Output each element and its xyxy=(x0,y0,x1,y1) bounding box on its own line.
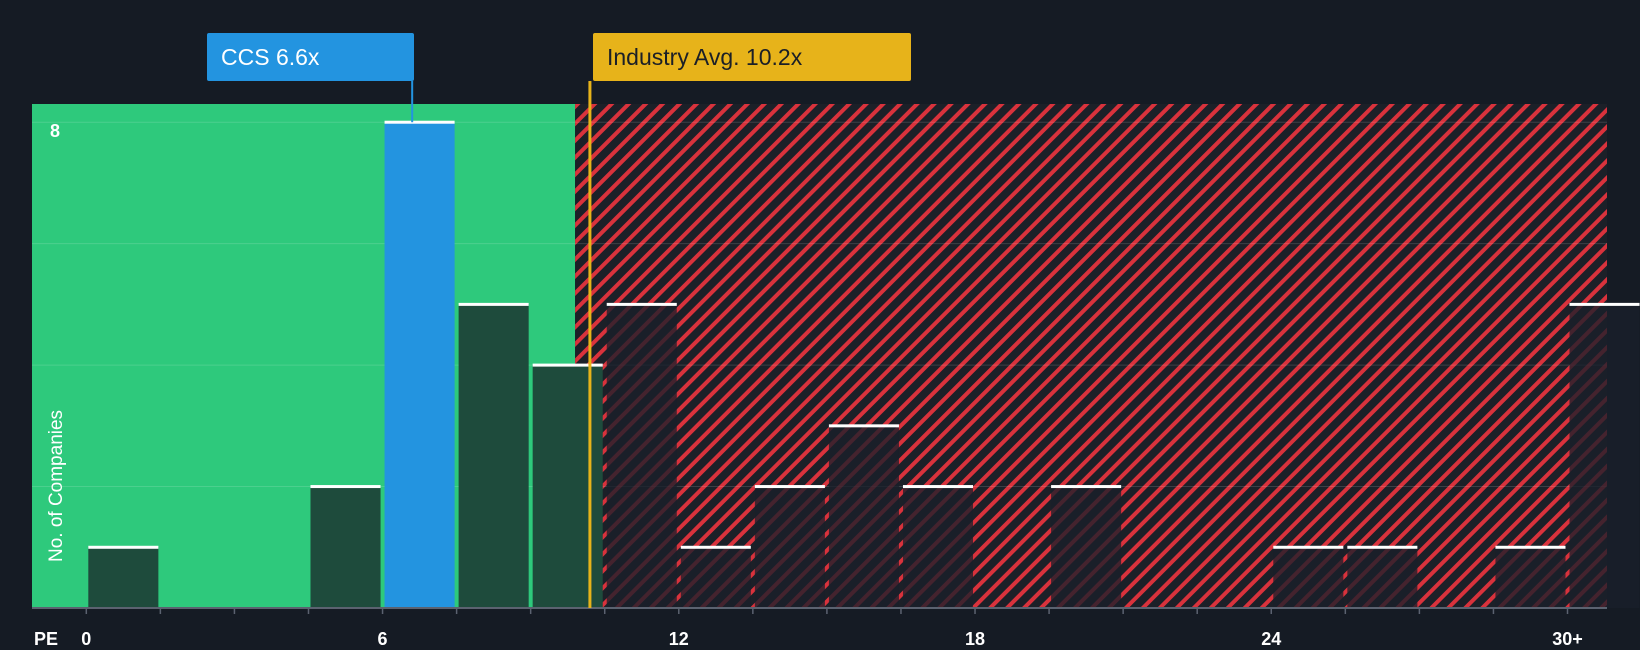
histogram-bar xyxy=(1273,547,1344,608)
company-bar xyxy=(384,122,455,609)
x-tick-label: 18 xyxy=(965,629,985,649)
y-axis-title: No. of Companies xyxy=(46,410,67,562)
bar-top-cap xyxy=(310,485,381,489)
histogram-bar xyxy=(1495,547,1566,608)
bar-top-cap xyxy=(1051,485,1122,489)
histogram-bar xyxy=(902,486,974,608)
histogram-bar xyxy=(754,486,825,608)
bar-top-cap xyxy=(1495,545,1566,549)
histogram-bar xyxy=(1051,486,1122,608)
bar-top-cap xyxy=(458,302,529,306)
histogram-bar xyxy=(532,365,603,608)
bar-top-cap xyxy=(606,302,677,306)
x-tick-label: 0 xyxy=(81,629,91,649)
histogram-bar xyxy=(1569,304,1640,608)
histogram-bar xyxy=(680,547,751,608)
x-tick-label: 6 xyxy=(378,629,388,649)
industry-avg-callout: Industry Avg. 10.2x xyxy=(593,33,911,81)
histogram-bar xyxy=(606,304,677,608)
bar-top-cap xyxy=(384,120,455,124)
histogram-bar xyxy=(458,304,529,608)
bar-top-cap xyxy=(902,485,974,489)
bar-top-cap xyxy=(754,485,825,489)
x-tick-label: 24 xyxy=(1261,629,1281,649)
y-tick-label: 8 xyxy=(50,121,60,141)
histogram-bar xyxy=(1347,547,1418,608)
x-tick-label: 30+ xyxy=(1552,629,1583,649)
x-axis-title: PE xyxy=(34,629,58,649)
histogram-bar xyxy=(88,547,159,608)
company-pe-callout: CCS 6.6x xyxy=(207,33,414,81)
histogram-bar xyxy=(828,425,899,608)
bar-top-cap xyxy=(680,545,751,549)
industry-avg-line xyxy=(588,81,592,608)
bar-top-cap xyxy=(88,545,159,549)
bar-top-cap xyxy=(532,363,603,367)
histogram-bar xyxy=(310,486,381,608)
bar-top-cap xyxy=(1347,545,1418,549)
x-tick-label: 12 xyxy=(669,629,689,649)
bar-top-cap xyxy=(1569,302,1640,306)
bar-top-cap xyxy=(828,424,899,428)
bar-top-cap xyxy=(1273,545,1344,549)
